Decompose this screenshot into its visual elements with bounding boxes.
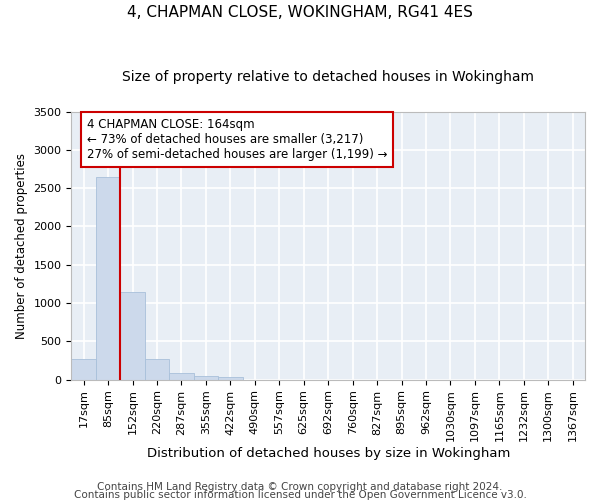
Bar [71, 359, 96, 380]
Bar [145, 359, 169, 380]
Bar [169, 373, 194, 380]
Bar [194, 376, 218, 380]
Text: 4 CHAPMAN CLOSE: 164sqm
← 73% of detached houses are smaller (3,217)
27% of semi: 4 CHAPMAN CLOSE: 164sqm ← 73% of detache… [87, 118, 388, 162]
Bar [218, 378, 242, 380]
Text: 4, CHAPMAN CLOSE, WOKINGHAM, RG41 4ES: 4, CHAPMAN CLOSE, WOKINGHAM, RG41 4ES [127, 5, 473, 20]
Bar [96, 176, 121, 380]
X-axis label: Distribution of detached houses by size in Wokingham: Distribution of detached houses by size … [146, 447, 510, 460]
Y-axis label: Number of detached properties: Number of detached properties [15, 152, 28, 338]
Title: Size of property relative to detached houses in Wokingham: Size of property relative to detached ho… [122, 70, 534, 84]
Text: Contains public sector information licensed under the Open Government Licence v3: Contains public sector information licen… [74, 490, 526, 500]
Bar [121, 292, 145, 380]
Text: Contains HM Land Registry data © Crown copyright and database right 2024.: Contains HM Land Registry data © Crown c… [97, 482, 503, 492]
